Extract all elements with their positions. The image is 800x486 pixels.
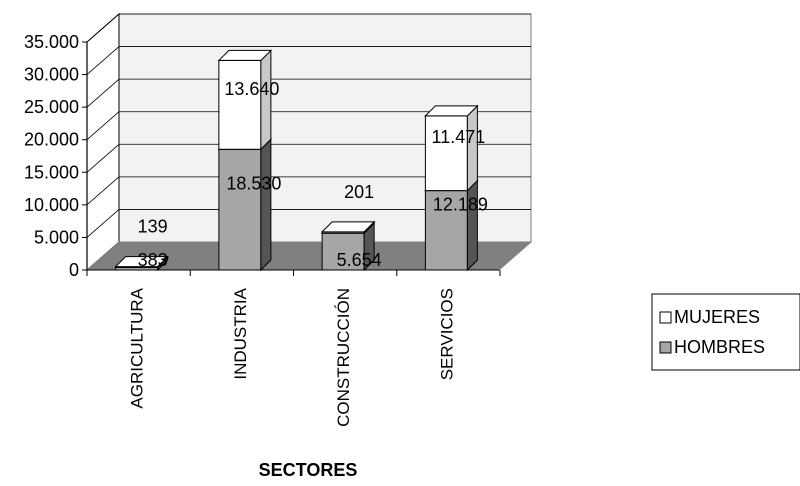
data-label-mujeres: 139	[138, 217, 168, 237]
legend-swatch	[659, 341, 672, 354]
bar-mujeres-0	[114, 255, 169, 269]
bar-mujeres-1	[217, 49, 273, 151]
data-labels: 383 139 18.530 13.640 5.654 201 12.189 11.471	[138, 79, 488, 270]
data-label-mujeres: 201	[344, 182, 374, 202]
legend-label: HOMBRES	[674, 337, 765, 357]
data-label-hombres: 18.530	[226, 174, 281, 194]
bar-hombres-1	[217, 138, 273, 272]
bar-mujeres-2-top	[320, 221, 376, 233]
bar-mujeres-1-front	[218, 59, 262, 150]
x-axis-title: SECTORES	[259, 460, 358, 480]
side-wall	[86, 12, 120, 272]
bar-hombres-1-side	[260, 138, 272, 272]
bar-mujeres-1-top	[217, 49, 273, 61]
gridline-side	[86, 209, 120, 238]
data-label-hombres: 383	[138, 250, 168, 270]
y-tick-label: 20.000	[24, 130, 79, 150]
gridline-side	[86, 111, 120, 141]
data-label-mujeres: 13.640	[224, 79, 279, 99]
data-label-hombres: 12.189	[433, 194, 488, 214]
data-label-hombres: 5.654	[337, 250, 382, 270]
gridline-side	[86, 78, 120, 108]
y-tick-label: 35.000	[24, 32, 79, 52]
y-tick-label: 25.000	[24, 97, 79, 117]
y-tick-label: 15.000	[24, 162, 79, 182]
bar-hombres-3-front	[424, 190, 468, 271]
x-tick-label: INDUSTRIA	[231, 287, 250, 379]
y-tick-label: 5.000	[34, 227, 79, 247]
bar-hombres-1-front	[218, 148, 262, 271]
bar-mujeres-3	[424, 104, 479, 192]
x-tick-label: CONSTRUCCIÓN	[334, 288, 353, 427]
bar-mujeres-3-side	[466, 104, 478, 192]
legend-box	[651, 293, 800, 371]
x-tick-label: SERVICIOS	[437, 288, 456, 380]
bar-hombres-3	[424, 179, 479, 272]
y-tick-label: 10.000	[24, 195, 79, 215]
gridline-side	[86, 176, 120, 206]
gridline-side	[86, 13, 120, 43]
x-tick-label: AGRICULTURA	[128, 287, 147, 408]
bar-mujeres-1-side	[260, 49, 272, 151]
bar-mujeres-3-top	[424, 105, 479, 117]
bar-mujeres-2	[320, 220, 376, 235]
legend-swatch	[659, 311, 672, 324]
legend-label: MUJERES	[674, 307, 760, 327]
bar-mujeres-0-top	[114, 256, 169, 268]
y-tick-label: 30.000	[24, 65, 79, 85]
axes: 0 5.000 10.000 15.000 20.000 25.000 30.000 35.0…	[24, 32, 501, 427]
gridline-side	[86, 46, 120, 75]
gridline-side	[86, 143, 120, 173]
legend: MUJERES HOMBRES	[651, 293, 800, 371]
data-label-mujeres: 11.471	[432, 127, 486, 147]
y-tick-label: 0	[69, 260, 79, 280]
